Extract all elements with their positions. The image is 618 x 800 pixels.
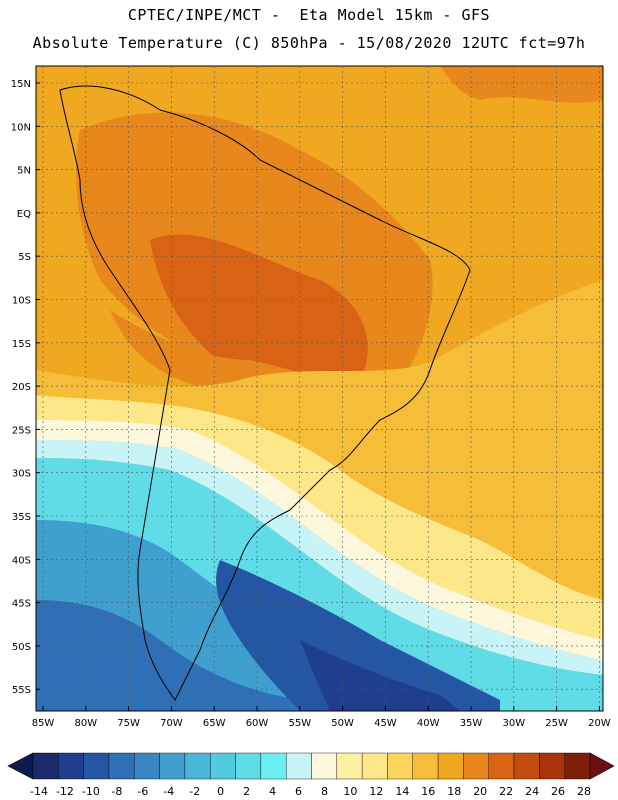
colorbar	[7, 752, 615, 780]
longitude-labels: 85W 80W 75W 70W 65W 60W 55W 50W 45W 40W 35W 30W 25W 2…	[32, 706, 611, 729]
lon-label: 30W	[502, 718, 525, 729]
colorbar-label: -10	[82, 785, 100, 798]
colorbar-swatch	[412, 752, 439, 780]
lat-label: 15N	[11, 79, 31, 90]
colorbar-label: -12	[56, 785, 74, 798]
lon-label: 45W	[374, 718, 397, 729]
colorbar-label: 20	[473, 785, 487, 798]
colorbar-swatch	[260, 752, 287, 780]
colorbar-label: -8	[111, 785, 122, 798]
colorbar-swatch	[32, 752, 59, 780]
lat-label: 10S	[12, 296, 31, 307]
lon-label: 50W	[331, 718, 354, 729]
lon-label: 35W	[460, 718, 483, 729]
lon-label: 60W	[246, 718, 269, 729]
temperature-field	[36, 66, 603, 711]
latitude-labels: 15N 10N 5N EQ 5S 10S 15S 20S 25S 30S 35S 40S 45S 50S 5…	[11, 79, 40, 696]
colorbar-label: 18	[447, 785, 461, 798]
colorbar-label: 26	[551, 785, 565, 798]
colorbar-swatch	[184, 752, 211, 780]
colorbar-label: 22	[499, 785, 513, 798]
lat-label: 5N	[17, 166, 31, 177]
lon-label: 70W	[160, 718, 183, 729]
colorbar-swatch	[513, 752, 540, 780]
colorbar-swatch	[311, 752, 338, 780]
lat-label: EQ	[17, 209, 31, 220]
colorbar-swatch	[210, 752, 236, 780]
lon-label: 55W	[288, 718, 311, 729]
colorbar-under-arrow	[7, 752, 34, 780]
colorbar-swatch	[564, 752, 591, 780]
lon-label: 20W	[588, 718, 611, 729]
colorbar-swatch	[488, 752, 515, 780]
colorbar-label: -14	[30, 785, 48, 798]
lon-label: 80W	[74, 718, 97, 729]
colorbar-label: 2	[243, 785, 250, 798]
colorbar-over-arrow	[589, 752, 615, 780]
colorbar-swatch	[463, 752, 489, 780]
colorbar-swatch	[235, 752, 262, 780]
colorbar-swatch	[437, 752, 464, 780]
lon-label: 40W	[417, 718, 440, 729]
colorbar-label: 28	[577, 785, 591, 798]
lat-label: 5S	[18, 252, 31, 263]
lat-label: 50S	[12, 642, 31, 653]
colorbar-swatch	[285, 752, 312, 780]
colorbar-swatch	[361, 752, 388, 780]
colorbar-label: 8	[321, 785, 328, 798]
lat-label: 10N	[11, 122, 31, 133]
lon-label: 65W	[203, 718, 226, 729]
lon-label: 85W	[32, 718, 55, 729]
lat-label: 25S	[12, 425, 31, 436]
lon-label: 75W	[117, 718, 140, 729]
colorbar-label: 10	[343, 785, 357, 798]
colorbar-labels: -14 -12 -10 -8 -6 -4 -2 0 2 4 6 8 10 12 14 16 18 20 22 24 26…	[30, 785, 591, 798]
lat-label: 30S	[12, 469, 31, 480]
colorbar-swatch	[387, 752, 413, 780]
lat-label: 20S	[12, 382, 31, 393]
lat-label: 35S	[12, 512, 31, 523]
colorbar-swatch	[336, 752, 363, 780]
colorbar-swatch	[134, 752, 160, 780]
colorbar-label: 6	[295, 785, 302, 798]
colorbar-label: -4	[163, 785, 174, 798]
lat-label: 45S	[12, 599, 31, 610]
chart-title-line2: Absolute Temperature (C) 850hPa - 15/08/…	[32, 34, 586, 52]
lon-label: 25W	[545, 718, 568, 729]
chart-title-line1: CPTEC/INPE/MCT - Eta Model 15km - GFS	[127, 6, 491, 24]
colorbar-swatch	[539, 752, 565, 780]
colorbar-swatch	[159, 752, 186, 780]
colorbar-label: 16	[421, 785, 435, 798]
colorbar-label: 14	[395, 785, 409, 798]
colorbar-swatch	[108, 752, 135, 780]
colorbar-label: -6	[137, 785, 148, 798]
lat-label: 15S	[12, 339, 31, 350]
lat-label: 40S	[12, 555, 31, 566]
lat-label: 55S	[12, 685, 31, 696]
colorbar-label: -2	[189, 785, 200, 798]
colorbar-swatch	[58, 752, 84, 780]
colorbar-label: 24	[525, 785, 539, 798]
colorbar-swatch	[83, 752, 110, 780]
colorbar-label: 4	[269, 785, 276, 798]
colorbar-label: 0	[217, 785, 224, 798]
colorbar-label: 12	[369, 785, 383, 798]
